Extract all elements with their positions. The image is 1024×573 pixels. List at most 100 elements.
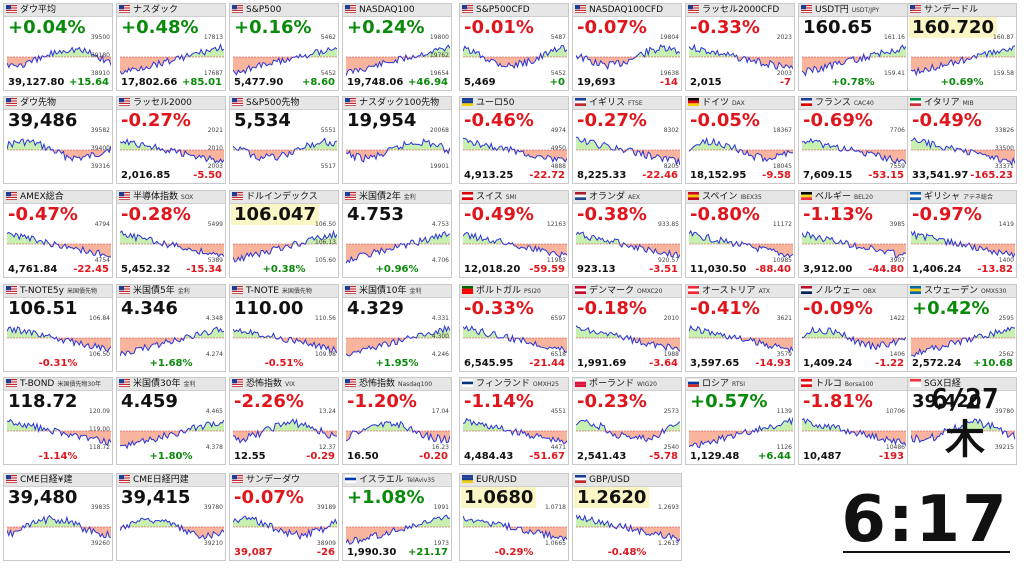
market-tile[interactable]: オランダ AEX -0.38% 933.85 920.57 923.13 -3.51 xyxy=(572,190,682,278)
flag-icon xyxy=(688,5,699,13)
market-tile[interactable]: ラッセル2000CFD -0.33% 2023 2003 2,015 -7 xyxy=(685,3,795,91)
market-tile[interactable]: GBP/USD 1.2620 1.2693 1.2615 -0.48% xyxy=(572,473,682,561)
axis-tick-label: 4794 xyxy=(94,221,110,228)
tile-title: スウェーデン xyxy=(924,286,979,296)
market-tile[interactable]: 米国債30年 金利 4.459 4.465 4.378 +1.80% xyxy=(116,377,226,465)
market-tile[interactable]: トルコ Borsa100 -1.81% 10706 10486 10,487 -193 xyxy=(798,377,908,465)
tile-main-value: +0.48% xyxy=(121,17,199,38)
axis-tick-label: 1406 xyxy=(889,351,905,358)
market-tile[interactable]: 米国債10年 金利 4.329 4.331 4.300 4.246 +1.95% xyxy=(342,284,452,372)
market-tile[interactable]: デンマーク OMXC20 -0.18% 2010 1988 1,991.69 -3.64 xyxy=(572,284,682,372)
market-tile[interactable]: イギリス FTSE -0.27% 8302 8205 8,225.33 -22.46 xyxy=(572,96,682,184)
flag-icon xyxy=(688,98,699,106)
tile-main-value: 106.51 xyxy=(8,298,78,319)
market-tile[interactable]: 恐怖指数 VIX -2.26% 13.24 12.37 12.55 -0.29 xyxy=(229,377,339,465)
market-tile[interactable]: スペイン IBEX35 -0.80% 11172 10985 11,030.50 -88.4… xyxy=(685,190,795,278)
market-tile[interactable]: ポルトガル PSI20 -0.33% 6597 6518 6,545.95 -21.44 xyxy=(459,284,569,372)
market-tile[interactable]: NASDAQ100 +0.24% 19800 19762 19654 19,748.06 +… xyxy=(342,3,452,91)
market-tile[interactable]: ナスダック100先物 19,954 20068 19901 xyxy=(342,96,452,184)
tile-change: -22.45 xyxy=(73,264,109,275)
tile-main-value: -1.13% xyxy=(803,204,873,225)
axis-tick-label: 33500 xyxy=(994,145,1014,152)
tile-change: -13.82 xyxy=(977,264,1013,275)
tile-main-value: +1.08% xyxy=(347,487,425,508)
flag-icon xyxy=(462,98,473,106)
market-tile[interactable]: S&P500先物 5,534 5551 5517 xyxy=(229,96,339,184)
market-tile[interactable]: イタリア MIB -0.49% 33826 33500 33371 33,541.97 -16… xyxy=(907,96,1017,184)
tile-header: S&P500 xyxy=(230,4,338,17)
market-tile[interactable]: ダウ先物 39,486 39582 39400 39316 xyxy=(3,96,113,184)
tile-main-value: -0.97% xyxy=(912,204,982,225)
axis-tick-label: 3907 xyxy=(889,257,905,264)
market-tile[interactable]: オーストリア ATX -0.41% 3621 3579 3,597.65 -14.93 xyxy=(685,284,795,372)
tile-subtitle: MIB xyxy=(962,100,974,107)
tile-subtitle: CAC40 xyxy=(853,100,874,107)
market-tile[interactable]: USDT円 USDT/JPY 160.65 161.16 159.41 +0.78% xyxy=(798,3,908,91)
market-tile[interactable]: CME日経¥建 39,480 39835 39260 xyxy=(3,473,113,561)
axis-tick-label: 39780 xyxy=(203,504,223,511)
tile-axis-ticks: 161.16 159.41 xyxy=(881,34,905,77)
tile-axis-ticks: 13.24 12.37 xyxy=(312,408,336,451)
axis-tick-label: 12163 xyxy=(546,221,566,228)
tile-main-value: -0.18% xyxy=(577,298,647,319)
tile-subtitle: RTSI xyxy=(732,381,745,388)
tile-header: ユーロ50 xyxy=(460,97,568,110)
market-tile[interactable]: ロシア RTSI +0.57% 1139 1126 1,129.48 +6.44 xyxy=(685,377,795,465)
market-tile[interactable]: S&P500 +0.16% 5462 5452 5,477.90 +8.60 xyxy=(229,3,339,91)
market-tile[interactable]: NASDAQ100CFD -0.07% 19804 19638 19,693 -14 xyxy=(572,3,682,91)
tile-sparkline-chart xyxy=(576,132,681,172)
market-tile[interactable]: ダウ平均 +0.04% 39500 39180 38910 39,127.80 +15.64 xyxy=(3,3,113,91)
market-tile[interactable]: CME日経円建 39,415 39780 39210 xyxy=(116,473,226,561)
market-tile[interactable]: ラッセル2000 -0.27% 2021 2010 2003 2,016.85 -5.50 xyxy=(116,96,226,184)
tile-change: -165.23 xyxy=(970,170,1013,181)
market-tile[interactable]: スイス SMI -0.49% 12163 11983 12,018.20 -59.59 xyxy=(459,190,569,278)
axis-tick-label: 6518 xyxy=(550,351,566,358)
market-tile[interactable]: ノルウェー OBX -0.09% 1422 1406 1,409.24 -1.22 xyxy=(798,284,908,372)
market-tile[interactable]: AMEX総合 -0.47% 4794 4754 4,761.84 -22.45 xyxy=(3,190,113,278)
axis-tick-label: 5389 xyxy=(207,257,223,264)
market-tile[interactable]: ドルインデックス 106.047 106.50 106.13 105.60 +0.38% xyxy=(229,190,339,278)
tile-change: -0.29 xyxy=(306,451,335,462)
market-tile[interactable]: サンデードル 160.720 160.87 159.58 +0.69% xyxy=(907,3,1017,91)
tile-sparkline-chart xyxy=(345,413,451,453)
market-tile[interactable]: 米国債5年 金利 4.346 4.348 4.274 +1.68% xyxy=(116,284,226,372)
market-tile[interactable]: スウェーデン OMXS30 +0.42% 2595 2562 2,572.24 +10.68 xyxy=(907,284,1017,372)
market-tile[interactable]: EUR/USD 1.0680 1.0718 1.0665 -0.29% xyxy=(459,473,569,561)
tile-main-value: -0.01% xyxy=(464,17,534,38)
tile-main-value: -1.81% xyxy=(803,391,873,412)
tile-change: +0 xyxy=(549,77,565,88)
market-tile[interactable]: SGX日経 39,420 39780 39215 xyxy=(907,377,1017,465)
market-tile[interactable]: S&P500CFD -0.01% 5487 5452 5,469 +0 xyxy=(459,3,569,91)
tile-main-value: 1.0680 xyxy=(461,487,537,508)
market-tile[interactable]: ナスダック +0.48% 17813 17687 17,802.66 +85.01 xyxy=(116,3,226,91)
market-tile[interactable]: フィンランド OMXH25 -1.14% 4551 4471 4,484.43 -51.67 xyxy=(459,377,569,465)
axis-tick-label: 10486 xyxy=(885,444,905,451)
market-tile[interactable]: ギリシャ アテネ総合 -0.97% 1419 1400 1,406.24 -13.82 xyxy=(907,190,1017,278)
market-tile[interactable]: 恐怖指数 Nasdaq100 -1.20% 17.04 16.23 16.50 -0.20 xyxy=(342,377,452,465)
market-tile[interactable]: T-NOTE 米国債先物 110.00 110.56 109.98 -0.51% xyxy=(229,284,339,372)
market-tile[interactable]: 米国債2年 金利 4.753 4.753 4.706 +0.96% xyxy=(342,190,452,278)
market-tile[interactable]: ユーロ50 -0.46% 4974 4950 4888 4,913.25 -22.72 xyxy=(459,96,569,184)
axis-tick-label: 18367 xyxy=(772,127,792,134)
market-tile[interactable]: ベルギー BEL20 -1.13% 3985 3907 3,912.00 -44.80 xyxy=(798,190,908,278)
tile-sparkline-chart xyxy=(688,226,794,266)
market-tile[interactable]: フランス CAC40 -0.69% 7706 7559 7,609.15 -53.15 xyxy=(798,96,908,184)
market-tile[interactable]: イスラエル TelAviv35 +1.08% 1991 1973 1,990.30 +21.… xyxy=(342,473,452,561)
tile-change: -51.67 xyxy=(529,451,565,462)
tile-axis-ticks: 1.0718 1.0665 xyxy=(542,504,566,547)
tile-sparkline-chart xyxy=(6,226,112,266)
tile-change-percent: +1.95% xyxy=(375,358,419,369)
flag-icon xyxy=(6,192,17,200)
market-tile[interactable]: ドイツ DAX -0.05% 18367 18045 18,152.95 -9.58 xyxy=(685,96,795,184)
market-tile[interactable]: T-BOND 米国債先物30年 118.72 120.09 119.00 118.72 -1… xyxy=(3,377,113,465)
market-tile[interactable]: ポーランド WIG20 -0.23% 2573 2540 2,541.43 -5.78 xyxy=(572,377,682,465)
market-tile[interactable]: サンデーダウ -0.07% 39189 38909 39,087 -26 xyxy=(229,473,339,561)
tile-main-value: -0.28% xyxy=(121,204,191,225)
tile-main-value: 4.753 xyxy=(347,204,404,225)
tile-header: NASDAQ100CFD xyxy=(573,4,681,17)
tile-header: ラッセル2000 xyxy=(117,97,225,110)
tile-sparkline-chart xyxy=(119,413,225,453)
tile-axis-ticks: 6597 6518 xyxy=(542,315,566,358)
market-tile[interactable]: 半導体指数 SOX -0.28% 5499 5389 5,452.32 -15.34 xyxy=(116,190,226,278)
market-tile[interactable]: T-NOTE5y 米国債先物 106.51 106.84 106.50 -0.31% xyxy=(3,284,113,372)
